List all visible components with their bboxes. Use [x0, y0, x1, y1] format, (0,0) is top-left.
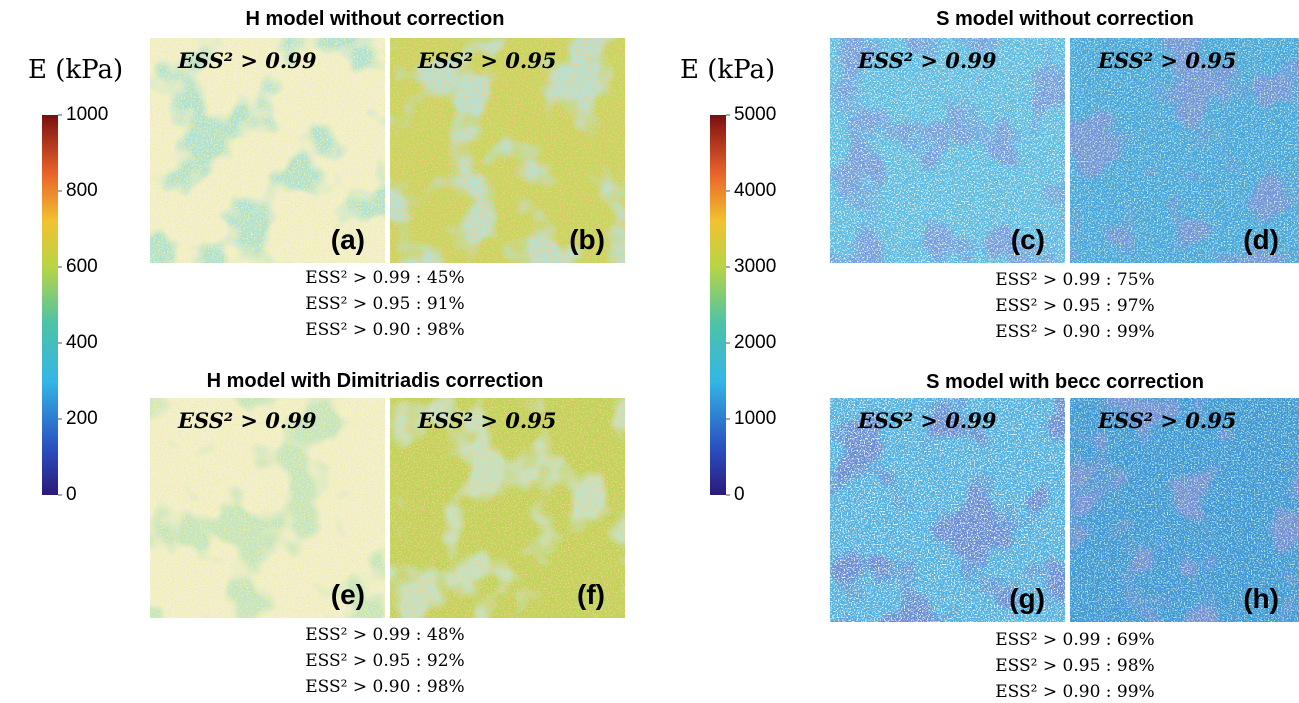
stat-line: ESS² > 0.90 : 99%: [995, 322, 1154, 342]
colorbar-tick-label: 1000: [734, 408, 776, 429]
threshold-label: ESS² > 0.99: [177, 408, 317, 433]
colorbar-label: E (kPa): [680, 55, 775, 85]
colorbar-tick-label: 0: [734, 484, 745, 505]
panel-letter: (h): [1243, 583, 1279, 614]
stat-line: ESS² > 0.90 : 98%: [305, 677, 464, 697]
threshold-label: ESS² > 0.95: [417, 408, 556, 433]
map-panel: [1070, 38, 1299, 263]
colorbar-tick-label: 5000: [734, 104, 776, 125]
colorbar-tick-label: 2000: [734, 332, 776, 353]
map-panel: [150, 398, 385, 618]
panel-letter: (g): [1009, 583, 1045, 614]
section-title: H model without correction: [246, 8, 505, 30]
map-panel: [390, 38, 625, 263]
map-panel: [830, 38, 1065, 263]
colorbar-tick-label: 200: [66, 408, 98, 429]
stat-line: ESS² > 0.99 : 48%: [305, 625, 464, 645]
panel-letter: (f): [577, 579, 605, 610]
map-panel: [1070, 398, 1299, 622]
threshold-label: ESS² > 0.95: [1097, 48, 1236, 73]
stat-line: ESS² > 0.95 : 92%: [305, 651, 464, 671]
panel-letter: (b): [569, 224, 605, 255]
stat-line: ESS² > 0.95 : 91%: [305, 294, 464, 314]
stat-line: ESS² > 0.99 : 45%: [305, 268, 464, 288]
threshold-label: ESS² > 0.95: [417, 48, 556, 73]
colorbar-tick-label: 600: [66, 256, 98, 277]
panel-letter: (e): [331, 579, 365, 610]
colorbar-tick-label: 1000: [66, 104, 108, 125]
colorbar-tick-label: 400: [66, 332, 98, 353]
panel-letter: (c): [1011, 224, 1045, 255]
colorbar-tick-label: 0: [66, 484, 77, 505]
threshold-label: ESS² > 0.99: [857, 48, 997, 73]
stat-line: ESS² > 0.90 : 99%: [995, 682, 1154, 702]
colorbar-tick-label: 4000: [734, 180, 776, 201]
section-title: S model without correction: [936, 8, 1194, 30]
section-title: H model with Dimitriadis correction: [207, 370, 544, 392]
colorbar: [710, 115, 726, 495]
stat-line: ESS² > 0.99 : 69%: [995, 630, 1154, 650]
stat-line: ESS² > 0.90 : 98%: [305, 320, 464, 340]
threshold-label: ESS² > 0.95: [1097, 408, 1236, 433]
section-title: S model with becc correction: [926, 371, 1204, 393]
threshold-label: ESS² > 0.99: [177, 48, 317, 73]
stat-line: ESS² > 0.95 : 98%: [995, 656, 1154, 676]
map-panel: [830, 398, 1065, 622]
colorbar-tick-label: 3000: [734, 256, 776, 277]
map-panel: [390, 398, 625, 618]
map-panel: [150, 38, 385, 263]
panel-letter: (a): [331, 224, 365, 255]
stat-line: ESS² > 0.99 : 75%: [995, 270, 1154, 290]
colorbar-tick-label: 800: [66, 180, 98, 201]
stat-line: ESS² > 0.95 : 97%: [995, 296, 1154, 316]
threshold-label: ESS² > 0.99: [857, 408, 997, 433]
colorbar: [42, 115, 58, 495]
panel-letter: (d): [1243, 224, 1279, 255]
colorbar-label: E (kPa): [28, 55, 123, 85]
